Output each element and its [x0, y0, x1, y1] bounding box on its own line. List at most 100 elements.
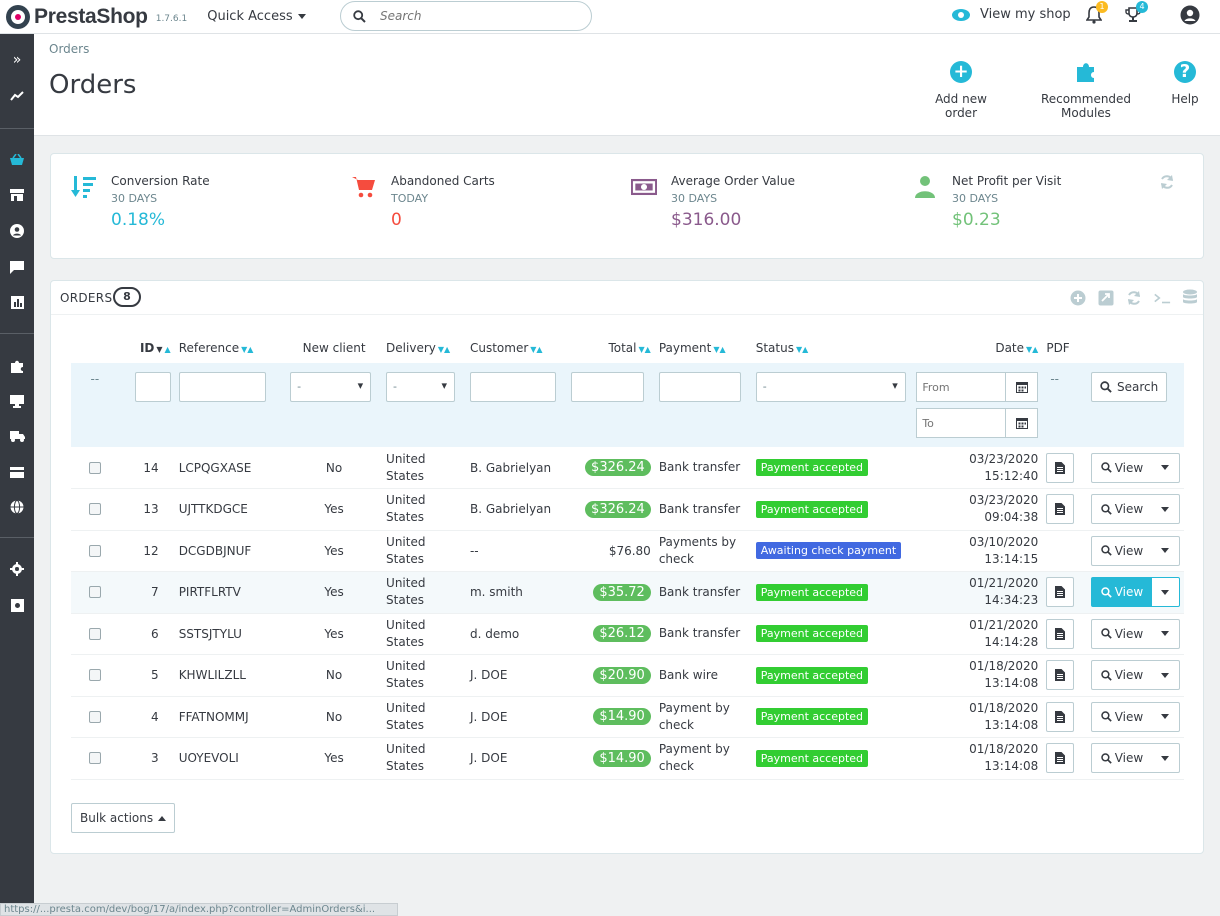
view-order-button[interactable]: View [1092, 744, 1152, 772]
view-order-button[interactable]: View [1092, 620, 1152, 648]
column-header-reference[interactable]: Reference ▼▲ [178, 341, 254, 355]
view-order-button[interactable]: View [1092, 454, 1152, 482]
date-to-input[interactable] [916, 408, 1007, 438]
row-checkbox[interactable] [88, 669, 101, 682]
sort-icon[interactable]: ▼ [156, 345, 163, 354]
view-dropdown-toggle[interactable] [1152, 661, 1179, 689]
sidebar-item-stats[interactable] [0, 291, 34, 313]
table-row[interactable]: 5 KHWLILZLL No United States J. DOE $20.90 Bank… [71, 654, 1184, 697]
trophy-button[interactable]: 4 [1124, 1, 1148, 27]
export-icon[interactable] [1097, 289, 1115, 307]
pdf-invoice-button[interactable] [1046, 743, 1075, 774]
table-row[interactable]: 6 SSTSJTYLU Yes United States d. demo $26.12 Ba… [71, 613, 1184, 655]
filter-payment-input[interactable] [658, 372, 741, 402]
column-header-id[interactable]: ID ▼ ▲ [139, 341, 171, 355]
sidebar-collapse-icon[interactable]: » [12, 52, 22, 68]
sort-icon[interactable]: ▼▲ [1026, 345, 1039, 354]
filter-reference-input[interactable] [178, 372, 266, 402]
date-from-input[interactable] [916, 372, 1007, 402]
prestashop-logo[interactable]: PrestaShop 1.7.6.1 [6, 4, 187, 29]
sidebar-item-modules[interactable] [0, 355, 34, 377]
row-checkbox[interactable] [88, 461, 101, 474]
row-checkbox[interactable] [88, 752, 101, 765]
pdf-invoice-button[interactable] [1046, 701, 1075, 732]
help-button[interactable]: ? Help [1168, 60, 1202, 106]
table-row[interactable]: 3 UOYEVOLI Yes United States J. DOE $14.90 Paym… [71, 737, 1184, 780]
sort-icon[interactable]: ▼▲ [241, 345, 254, 354]
sort-icon[interactable]: ▼▲ [437, 345, 451, 354]
table-row[interactable]: 7 PIRTFLRTV Yes United States m. smith $35.72 B… [71, 571, 1184, 614]
sidebar-item-orders[interactable] [0, 149, 34, 171]
pdf-invoice-button[interactable] [1046, 618, 1075, 649]
calendar-icon[interactable] [1006, 408, 1039, 438]
row-checkbox[interactable] [88, 503, 101, 516]
sort-icon[interactable]: ▼▲ [638, 345, 651, 354]
database-icon[interactable] [1181, 289, 1199, 307]
sort-icon[interactable]: ▲ [164, 345, 171, 354]
sidebar-item-payment[interactable] [0, 461, 34, 483]
recommended-modules-button[interactable]: Recommended Modules [1016, 60, 1156, 120]
column-header-date[interactable]: Date ▼▲ [995, 341, 1039, 355]
sidebar-item-international[interactable] [0, 496, 34, 518]
search-button[interactable]: Search [1090, 372, 1168, 402]
view-order-button[interactable]: View [1092, 661, 1152, 689]
row-checkbox[interactable] [88, 710, 101, 723]
view-dropdown-toggle[interactable] [1152, 537, 1179, 565]
view-order-button[interactable]: View [1091, 578, 1152, 607]
view-order-button[interactable]: View [1092, 703, 1152, 731]
notifications-button[interactable]: 1 [1085, 1, 1108, 27]
view-dropdown-toggle[interactable] [1152, 495, 1179, 523]
view-order-button[interactable]: View [1092, 537, 1152, 565]
row-checkbox[interactable] [88, 627, 101, 640]
refresh-list-icon[interactable] [1125, 289, 1143, 307]
calendar-icon[interactable] [1006, 372, 1039, 402]
sidebar-item-dashboard[interactable] [0, 85, 34, 107]
header-search[interactable] [340, 1, 592, 31]
sort-icon[interactable]: ▼▲ [530, 345, 543, 354]
table-row[interactable]: 4 FFATNOMMJ No United States J. DOE $14.90 Paym… [71, 696, 1184, 738]
view-order-button[interactable]: View [1092, 495, 1152, 523]
filter-customer-input[interactable] [469, 372, 556, 402]
add-icon[interactable] [1069, 289, 1087, 307]
pdf-invoice-button[interactable] [1046, 494, 1075, 525]
column-header-total[interactable]: Total ▼▲ [608, 341, 651, 355]
row-checkbox[interactable] [88, 544, 101, 557]
sidebar-item-customer-service[interactable] [0, 256, 34, 278]
filter-delivery-select[interactable]: - [386, 372, 456, 402]
pdf-invoice-button[interactable] [1046, 577, 1075, 608]
view-dropdown-toggle[interactable] [1152, 703, 1179, 731]
table-row[interactable]: 12 DCGDBJNUF Yes United States -- $76.80 Paymen… [71, 530, 1184, 572]
sql-query-icon[interactable] [1153, 289, 1171, 307]
filter-id-input[interactable] [134, 372, 171, 402]
bulk-actions-button[interactable]: Bulk actions [71, 803, 176, 833]
filter-total-input[interactable] [570, 372, 644, 402]
filter-status-select[interactable]: - [755, 372, 906, 402]
pdf-invoice-button[interactable] [1046, 452, 1075, 483]
sidebar-item-design[interactable] [0, 390, 34, 412]
pdf-invoice-button[interactable] [1046, 660, 1075, 691]
table-row[interactable]: 13 UJTTKDGCE Yes United States B. Gabrielyan $… [71, 488, 1184, 531]
table-row[interactable]: 14 LCPQGXASE No United States B. Gabrielyan $3… [71, 447, 1184, 489]
column-header-status[interactable]: Status ▼▲ [755, 341, 809, 355]
filter-new-client-select[interactable]: - [290, 372, 372, 402]
sidebar-item-customers[interactable] [0, 220, 34, 242]
view-dropdown-toggle[interactable] [1152, 454, 1179, 482]
kpi-refresh-button[interactable] [1159, 174, 1175, 193]
column-header-delivery[interactable]: Delivery ▼▲ [386, 341, 451, 355]
breadcrumb[interactable]: Orders [49, 42, 90, 56]
row-checkbox[interactable] [88, 586, 101, 599]
view-dropdown-toggle[interactable] [1152, 620, 1179, 648]
view-dropdown-toggle[interactable] [1152, 578, 1179, 606]
sidebar-item-shipping[interactable] [0, 425, 34, 447]
sidebar-item-catalog[interactable] [0, 184, 34, 206]
sidebar-item-advanced-parameters[interactable] [0, 594, 34, 616]
view-dropdown-toggle[interactable] [1152, 744, 1179, 772]
view-my-shop-link[interactable]: View my shop [952, 7, 1071, 22]
column-header-payment[interactable]: Payment ▼▲ [658, 341, 726, 355]
column-header-customer[interactable]: Customer ▼▲ [469, 341, 543, 355]
add-new-order-button[interactable]: + Add new order [918, 60, 1004, 120]
sort-icon[interactable]: ▼▲ [713, 345, 726, 354]
search-input[interactable] [380, 9, 570, 23]
sort-icon[interactable]: ▼▲ [795, 345, 809, 354]
quick-access-dropdown[interactable]: Quick Access [207, 9, 306, 24]
